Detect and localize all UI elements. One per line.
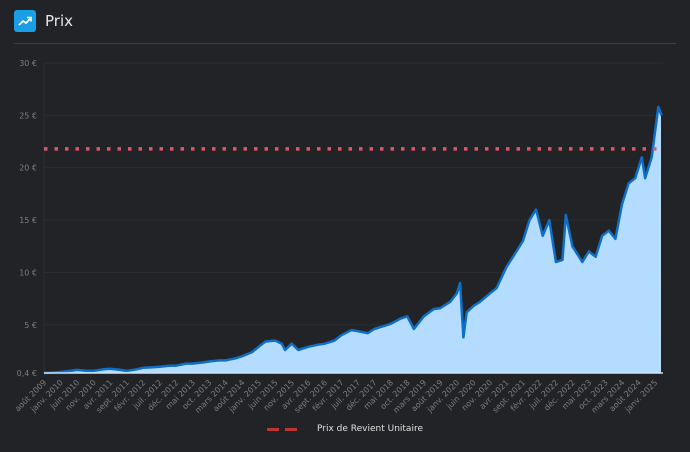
y-tick-label: 10 € [19,268,37,277]
header-divider [14,43,676,44]
y-tick-label: 25 € [19,111,37,120]
legend-swatch-reference-line[interactable] [267,427,297,431]
y-tick-label: 20 € [19,164,37,173]
y-tick-label: 15 € [19,216,37,225]
legend-label[interactable]: Prix de Revient Unitaire [317,424,423,434]
price-line [43,105,663,375]
y-tick-label: 0,4 € [17,369,37,378]
trending-up-icon [14,10,36,32]
y-tick-label: 30 € [19,59,37,68]
y-tick-label: 5 € [24,321,37,330]
chart-legend: Prix de Revient Unitaire [0,424,690,434]
price-area [44,107,662,373]
page-title: Prix [45,12,73,30]
